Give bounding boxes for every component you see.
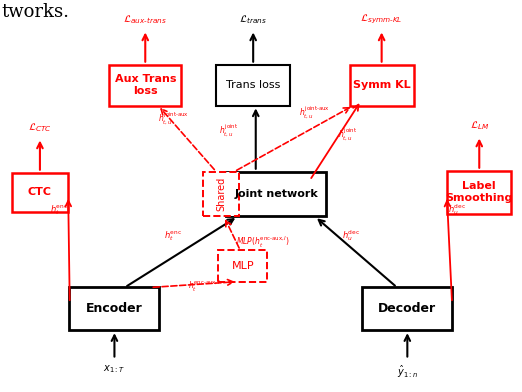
FancyBboxPatch shape — [204, 172, 239, 216]
Text: $h_t^{\mathrm{enc\text{-}aux},l}$: $h_t^{\mathrm{enc\text{-}aux},l}$ — [188, 279, 221, 294]
Text: $h_t^{\mathrm{enc}}$: $h_t^{\mathrm{enc}}$ — [50, 204, 68, 218]
Text: $h_u^{\mathrm{dec}}$: $h_u^{\mathrm{dec}}$ — [448, 203, 467, 218]
Text: $h_t^{\mathrm{enc}}$: $h_t^{\mathrm{enc}}$ — [164, 230, 183, 243]
FancyBboxPatch shape — [447, 171, 512, 214]
FancyBboxPatch shape — [350, 65, 414, 105]
Text: $h_{t,u}^{\mathrm{joint}}$: $h_{t,u}^{\mathrm{joint}}$ — [219, 122, 238, 138]
FancyBboxPatch shape — [109, 65, 181, 105]
Text: Label
Smoothing: Label Smoothing — [446, 181, 513, 203]
Text: $h_{t,u}^{\mathrm{joint\text{-}aux}}$: $h_{t,u}^{\mathrm{joint\text{-}aux}}$ — [158, 110, 189, 126]
Text: $h_u^{\mathrm{dec}}$: $h_u^{\mathrm{dec}}$ — [342, 229, 360, 243]
FancyBboxPatch shape — [219, 250, 267, 281]
Text: $\mathcal{L}_{\mathit{LM}}$: $\mathcal{L}_{\mathit{LM}}$ — [470, 119, 489, 132]
FancyBboxPatch shape — [362, 287, 452, 330]
Text: Symm KL: Symm KL — [353, 80, 410, 90]
Text: $MLP(h_t^{\mathrm{enc\text{-}aux},l})$: $MLP(h_t^{\mathrm{enc\text{-}aux},l})$ — [236, 235, 290, 250]
FancyBboxPatch shape — [226, 172, 326, 216]
Text: Encoder: Encoder — [86, 302, 143, 316]
Text: MLP: MLP — [232, 261, 254, 271]
Text: $\mathcal{L}_{\mathit{trans}}$: $\mathcal{L}_{\mathit{trans}}$ — [239, 13, 267, 26]
Text: $\hat{y}_{1:n}$: $\hat{y}_{1:n}$ — [397, 363, 418, 379]
Text: $\mathcal{L}_{\mathit{aux\text{-}trans}}$: $\mathcal{L}_{\mathit{aux\text{-}trans}}… — [123, 13, 167, 26]
Text: CTC: CTC — [28, 187, 52, 197]
FancyBboxPatch shape — [11, 172, 68, 212]
Text: Aux Trans
loss: Aux Trans loss — [114, 74, 176, 96]
Text: $h_{t,u}^{\mathrm{joint\text{-}aux}}$: $h_{t,u}^{\mathrm{joint\text{-}aux}}$ — [300, 104, 330, 120]
Text: Trans loss: Trans loss — [226, 80, 280, 90]
Text: $\mathcal{L}_{\mathit{CTC}}$: $\mathcal{L}_{\mathit{CTC}}$ — [28, 121, 52, 134]
Text: $\mathcal{L}_{\mathit{symm\text{-}KL}}$: $\mathcal{L}_{\mathit{symm\text{-}KL}}$ — [360, 12, 403, 26]
FancyBboxPatch shape — [69, 287, 159, 330]
Text: Joint network: Joint network — [234, 189, 318, 199]
Text: Decoder: Decoder — [378, 302, 436, 316]
Text: $h_{t,u}^{\mathrm{joint}}$: $h_{t,u}^{\mathrm{joint}}$ — [338, 125, 357, 142]
Text: Shared: Shared — [216, 177, 227, 211]
FancyBboxPatch shape — [216, 65, 290, 105]
Text: tworks.: tworks. — [2, 4, 70, 21]
Text: $x_{1:T}$: $x_{1:T}$ — [103, 363, 125, 375]
